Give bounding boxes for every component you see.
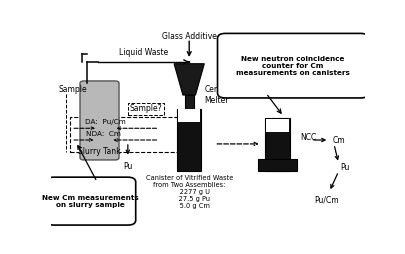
Text: NDA:  Cm: NDA: Cm bbox=[86, 131, 121, 137]
Polygon shape bbox=[177, 109, 200, 171]
FancyBboxPatch shape bbox=[80, 81, 119, 160]
Text: NCC: NCC bbox=[299, 133, 315, 141]
Text: Pu/Cm: Pu/Cm bbox=[313, 196, 337, 205]
Polygon shape bbox=[265, 119, 288, 132]
Text: Ceramic
Melter: Ceramic Melter bbox=[204, 85, 235, 105]
Text: Cm: Cm bbox=[332, 135, 344, 145]
Text: Pu: Pu bbox=[339, 163, 349, 172]
FancyBboxPatch shape bbox=[217, 34, 368, 98]
Text: Sample?: Sample? bbox=[130, 104, 162, 113]
Polygon shape bbox=[257, 158, 296, 171]
Polygon shape bbox=[184, 95, 193, 109]
Text: New neutron coincidence
counter for Cm
measurements on canisters: New neutron coincidence counter for Cm m… bbox=[236, 56, 349, 76]
Polygon shape bbox=[264, 118, 289, 171]
Text: Canister of Vitrified Waste
from Two Assemblies:
     2277 g U
     27.5 g Pu
  : Canister of Vitrified Waste from Two Ass… bbox=[145, 175, 232, 209]
Polygon shape bbox=[178, 109, 200, 122]
Text: Slurry Tank: Slurry Tank bbox=[78, 147, 121, 156]
Text: Glass Additive: Glass Additive bbox=[161, 33, 216, 41]
Text: New Cm measurements
on slurry sample: New Cm measurements on slurry sample bbox=[43, 195, 139, 208]
Polygon shape bbox=[174, 64, 204, 95]
Text: Pu: Pu bbox=[123, 162, 132, 170]
Text: DA:  Pu/Cm: DA: Pu/Cm bbox=[85, 119, 126, 125]
Text: Sample: Sample bbox=[58, 85, 87, 94]
Text: Liquid Waste: Liquid Waste bbox=[119, 48, 168, 57]
FancyBboxPatch shape bbox=[46, 177, 135, 225]
